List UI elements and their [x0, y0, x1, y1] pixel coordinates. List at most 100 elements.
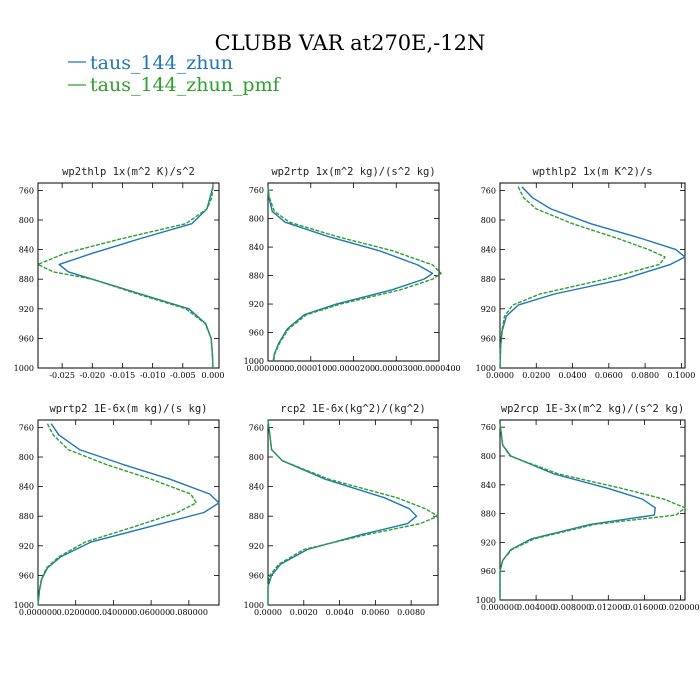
series-line-0: [267, 186, 434, 362]
series-line-1: [267, 419, 439, 605]
y-tick-label: 800: [249, 215, 264, 224]
x-tick-label: 0.004000: [517, 603, 555, 612]
y-tick-label: 760: [481, 423, 496, 432]
x-tick-label: 0.0800: [631, 371, 659, 380]
y-tick-label: 880: [481, 510, 496, 519]
x-tick-label: 0.000: [202, 371, 225, 380]
panel-title: wprtp2 1E-6x(m kg)/(s kg): [49, 403, 207, 415]
x-tick-label: 0.020000: [57, 608, 95, 617]
x-tick-label: 0.0400: [559, 371, 587, 380]
x-tick-label: 0.0000200: [332, 364, 375, 373]
series-line-0: [37, 423, 220, 606]
y-tick-label: 840: [481, 481, 496, 490]
y-tick-label: 920: [481, 538, 496, 547]
y-tick-label: 960: [19, 571, 34, 580]
panel-3: wprtp2 1E-6x(m kg)/(s kg) 760 800 840 880 920…: [14, 403, 220, 617]
y-tick-label: 880: [249, 272, 264, 281]
y-tick-label: 960: [249, 571, 264, 580]
panel-title: wp2rtp 1x(m^2 kg)/(s^2 kg): [271, 166, 435, 178]
x-tick-label: 0.000000: [19, 608, 57, 617]
y-tick-label: 920: [249, 542, 264, 551]
y-tick-label: 840: [481, 246, 496, 255]
x-tick-label: 0.016000: [625, 603, 663, 612]
y-tick-label: 840: [19, 483, 34, 492]
panel-5: wp2rcp 1E-3x(m^2 kg)/(s^2 kg) 760 800 840 88…: [476, 403, 700, 612]
y-tick-label: 840: [249, 483, 264, 492]
panel-title: wpthlp2 1x(m K^2)/s: [532, 166, 652, 178]
legend-label-zhun: taus_144_zhun: [90, 52, 233, 74]
x-tick-label: 0.0000: [486, 371, 514, 380]
y-tick-label: 920: [249, 300, 264, 309]
y-tick-label: 920: [19, 542, 34, 551]
y-tick-label: 960: [481, 334, 496, 343]
y-tick-label: 1000: [244, 357, 264, 366]
y-tick-label: 800: [249, 453, 264, 462]
x-tick-label: -0.005: [170, 371, 196, 380]
figure-title: CLUBB VAR at270E,-12N: [215, 31, 486, 55]
y-tick-label: 880: [19, 512, 34, 521]
plot-frame: [499, 419, 686, 601]
plot-frame: [37, 419, 220, 606]
x-tick-label: 0.0040: [326, 608, 354, 617]
x-tick-label: 0.0000300: [375, 364, 418, 373]
y-tick-label: 840: [19, 246, 34, 255]
x-tick-label: 0.0200: [522, 371, 550, 380]
y-tick-label: 800: [481, 216, 496, 225]
y-tick-label: 920: [481, 305, 496, 314]
x-tick-label: 0.0600: [595, 371, 623, 380]
series-line-1: [499, 423, 686, 600]
x-tick-label: 0.0080: [397, 608, 425, 617]
panel-title: wp2thlp 1x(m^2 K)/s^2: [62, 166, 195, 178]
y-tick-label: 1000: [476, 596, 496, 605]
x-tick-label: 0.1000: [667, 371, 695, 380]
x-tick-label: 0.0020: [290, 608, 318, 617]
x-tick-label: -0.010: [140, 371, 166, 380]
y-tick-label: 960: [481, 567, 496, 576]
y-tick-label: 800: [481, 452, 496, 461]
x-tick-label: 0.0060: [361, 608, 389, 617]
y-tick-label: 760: [19, 423, 34, 432]
series-line-1: [499, 186, 666, 369]
panel-2: wpthlp2 1x(m K^2)/s 760 800 840 880 920 960 100…: [476, 166, 696, 380]
y-tick-label: 880: [481, 275, 496, 284]
panel-0: wp2thlp 1x(m^2 K)/s^2 760 800 840 880 920 960 1…: [14, 166, 225, 380]
y-tick-label: 1000: [476, 364, 496, 373]
plot-frame: [37, 182, 220, 369]
x-tick-label: 0.080000: [170, 608, 208, 617]
y-tick-label: 1000: [14, 364, 34, 373]
panels: wp2thlp 1x(m^2 K)/s^2 760 800 840 880 920 960 1…: [14, 166, 700, 617]
y-tick-label: 1000: [244, 601, 264, 610]
y-tick-label: 760: [19, 186, 34, 195]
x-tick-label: -0.015: [110, 371, 136, 380]
x-tick-label: 0.0000100: [289, 364, 332, 373]
y-tick-label: 800: [19, 216, 34, 225]
series-line-0: [499, 423, 656, 600]
x-tick-label: 0.012000: [589, 603, 627, 612]
x-tick-label: 0.008000: [553, 603, 591, 612]
plot-frame: [267, 419, 439, 606]
series-line-1: [267, 186, 442, 362]
y-tick-label: 880: [19, 275, 34, 284]
x-tick-label: -0.020: [79, 371, 105, 380]
y-tick-label: 760: [481, 186, 496, 195]
legend: taus_144_zhun taus_144_zhun_pmf: [68, 52, 282, 96]
y-tick-label: 760: [249, 186, 264, 195]
panel-1: wp2rtp 1x(m^2 kg)/(s^2 kg) 760 800 840 880 92…: [244, 166, 461, 373]
plot-frame: [267, 182, 440, 362]
series-line-0: [267, 419, 418, 605]
x-tick-label: -0.025: [49, 371, 75, 380]
y-tick-label: 840: [249, 243, 264, 252]
x-tick-label: 0.020000: [661, 603, 699, 612]
x-tick-label: 0.0000400: [417, 364, 460, 373]
x-tick-label: 0.040000: [94, 608, 132, 617]
legend-label-zhun-pmf: taus_144_zhun_pmf: [90, 74, 282, 96]
panel-4: rcp2 1E-6x(kg^2)/(kg^2) 760 800 840 880 920 96…: [244, 403, 439, 617]
y-tick-label: 920: [19, 305, 34, 314]
y-tick-label: 800: [19, 453, 34, 462]
series-line-0: [499, 186, 686, 369]
x-tick-label: 0.0000000: [246, 364, 289, 373]
plot-frame: [499, 182, 686, 369]
series-line-1: [37, 423, 198, 606]
y-tick-label: 960: [249, 329, 264, 338]
